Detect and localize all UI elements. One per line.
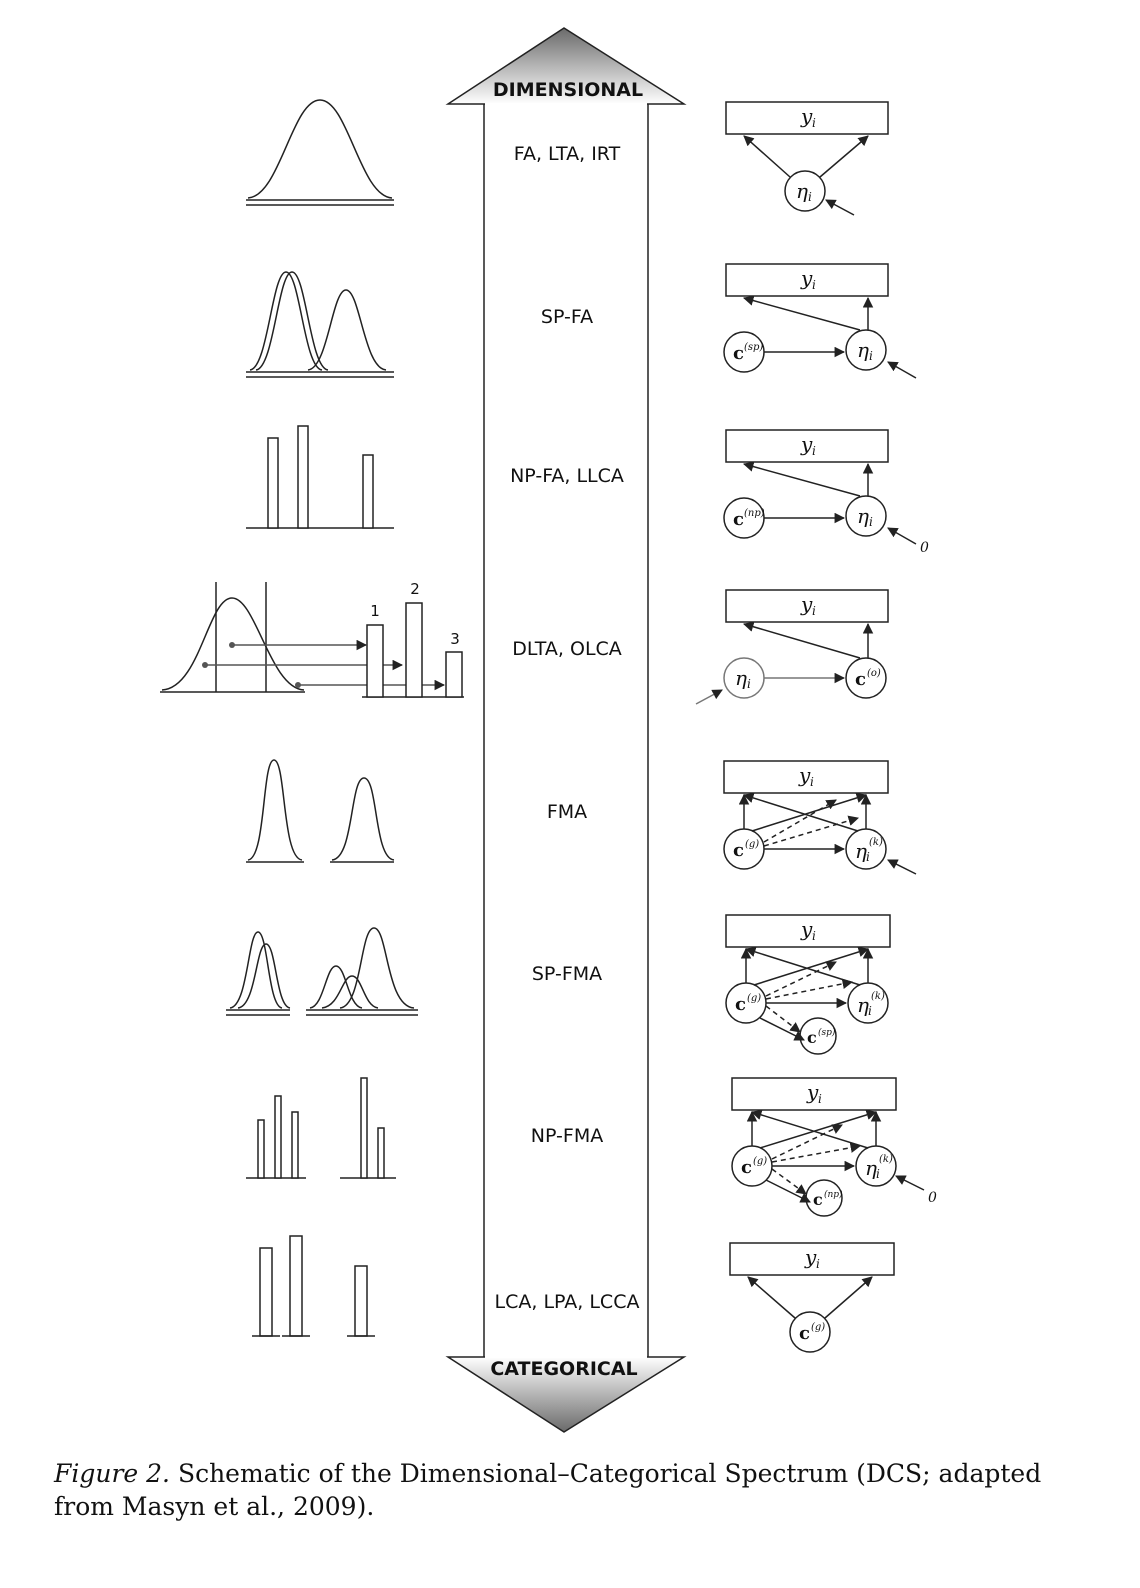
svg-text:(g): (g): [811, 1322, 825, 1333]
categorical-label: CATEGORICAL: [490, 1358, 637, 1380]
diagram-sp-fa: y i c (sp) η i: [723, 263, 917, 379]
svg-text:c: c: [807, 1028, 817, 1047]
diagram-lca: y i c (g): [729, 1242, 895, 1353]
svg-text:y: y: [800, 266, 813, 290]
svg-text:c: c: [799, 1323, 810, 1344]
svg-text:η: η: [735, 666, 747, 690]
diagram-np-fa: y i c (np) η i 0: [723, 429, 929, 556]
svg-text:y: y: [800, 592, 813, 616]
svg-text:i: i: [868, 1004, 872, 1018]
svg-text:(o): (o): [867, 668, 881, 679]
svg-text:(k): (k): [879, 1154, 893, 1165]
sketch-normal: [246, 99, 394, 206]
bar-label-2: 2: [410, 580, 420, 598]
row-label-7: NP-FMA: [531, 1125, 603, 1147]
svg-text:i: i: [818, 1092, 822, 1106]
svg-text:(g): (g): [753, 1156, 767, 1167]
sketch-np-fa: [246, 425, 394, 529]
svg-text:i: i: [812, 604, 816, 618]
row-label-8: LCA, LPA, LCCA: [495, 1291, 640, 1313]
svg-text:c: c: [735, 994, 746, 1015]
path-diagrams: y i η i y i c (sp) η i y: [695, 101, 937, 1353]
svg-text:i: i: [812, 116, 816, 130]
svg-text:i: i: [812, 278, 816, 292]
svg-text:(g): (g): [745, 839, 759, 850]
svg-text:c: c: [855, 669, 866, 690]
row-label-4: DLTA, OLCA: [512, 638, 622, 660]
svg-text:i: i: [808, 190, 812, 204]
dcs-figure: DIMENSIONAL CATEGORICAL FA, LTA, IRT SP-…: [160, 27, 937, 1433]
svg-text:(np): (np): [824, 1189, 843, 1200]
svg-text:(sp): (sp): [744, 342, 763, 353]
dimensional-label: DIMENSIONAL: [493, 79, 643, 101]
svg-text:y: y: [806, 1080, 819, 1104]
row-label-3: NP-FA, LLCA: [510, 465, 624, 487]
svg-text:i: i: [810, 775, 814, 789]
svg-text:(np): (np): [744, 508, 765, 519]
svg-text:c: c: [733, 343, 744, 364]
caption-text: Schematic of the Dimensional–Categorical…: [54, 1459, 1042, 1521]
diagram-fa: y i η i: [725, 101, 889, 216]
svg-text:y: y: [804, 1245, 817, 1269]
svg-text:y: y: [800, 104, 813, 128]
model-labels: FA, LTA, IRT SP-FA NP-FA, LLCA DLTA, OLC…: [495, 143, 640, 1313]
svg-text:i: i: [869, 515, 873, 529]
svg-text:0: 0: [920, 540, 929, 556]
svg-text:i: i: [747, 677, 751, 691]
svg-text:η: η: [865, 1156, 877, 1180]
sketch-np-fma: [246, 1077, 396, 1179]
svg-text:i: i: [812, 444, 816, 458]
svg-text:(k): (k): [869, 837, 883, 848]
svg-text:(k): (k): [871, 991, 885, 1002]
svg-text:i: i: [812, 929, 816, 943]
diagram-dlta: y i η i c (o): [695, 589, 889, 705]
distribution-sketches: 1 2 3: [160, 99, 464, 1337]
svg-text:η: η: [857, 993, 869, 1017]
svg-text:i: i: [866, 850, 870, 864]
svg-text:(sp): (sp): [818, 1027, 836, 1038]
diagram-fma: y i c (g) η i (k): [723, 760, 917, 875]
svg-text:y: y: [798, 763, 811, 787]
svg-text:c: c: [741, 1157, 752, 1178]
svg-text:c: c: [813, 1190, 823, 1209]
bar-label-3: 3: [450, 630, 460, 648]
svg-text:η: η: [857, 338, 869, 362]
row-label-2: SP-FA: [541, 306, 593, 328]
caption-label: Figure 2.: [54, 1459, 170, 1488]
diagram-np-fma: y i c (g) η i (k) c (np) 0: [731, 1077, 937, 1217]
bar-label-1: 1: [370, 602, 380, 620]
sketch-dlta: 1 2 3: [160, 580, 464, 698]
svg-text:(g): (g): [747, 993, 761, 1004]
row-label-6: SP-FMA: [532, 963, 602, 985]
row-label-5: FMA: [547, 801, 587, 823]
svg-text:0: 0: [928, 1190, 937, 1206]
svg-text:y: y: [800, 432, 813, 456]
spectrum-arrow: DIMENSIONAL CATEGORICAL: [445, 27, 687, 1433]
sketch-sp-fa: [246, 271, 394, 378]
svg-text:i: i: [816, 1257, 820, 1271]
svg-text:c: c: [733, 840, 744, 861]
svg-text:η: η: [857, 504, 869, 528]
sketch-fma: [246, 759, 395, 863]
svg-text:c: c: [733, 509, 744, 530]
svg-text:η: η: [796, 179, 808, 203]
sketch-lca: [252, 1235, 375, 1337]
svg-text:η: η: [855, 839, 867, 863]
svg-text:y: y: [800, 917, 813, 941]
diagram-sp-fma: y i c (g) η i (k) c (sp): [725, 914, 891, 1055]
figure-caption: Figure 2. Schematic of the Dimensional–C…: [54, 1457, 1094, 1523]
svg-text:i: i: [876, 1167, 880, 1181]
sketch-sp-fma: [226, 927, 418, 1016]
svg-text:i: i: [869, 349, 873, 363]
row-label-1: FA, LTA, IRT: [514, 143, 621, 165]
